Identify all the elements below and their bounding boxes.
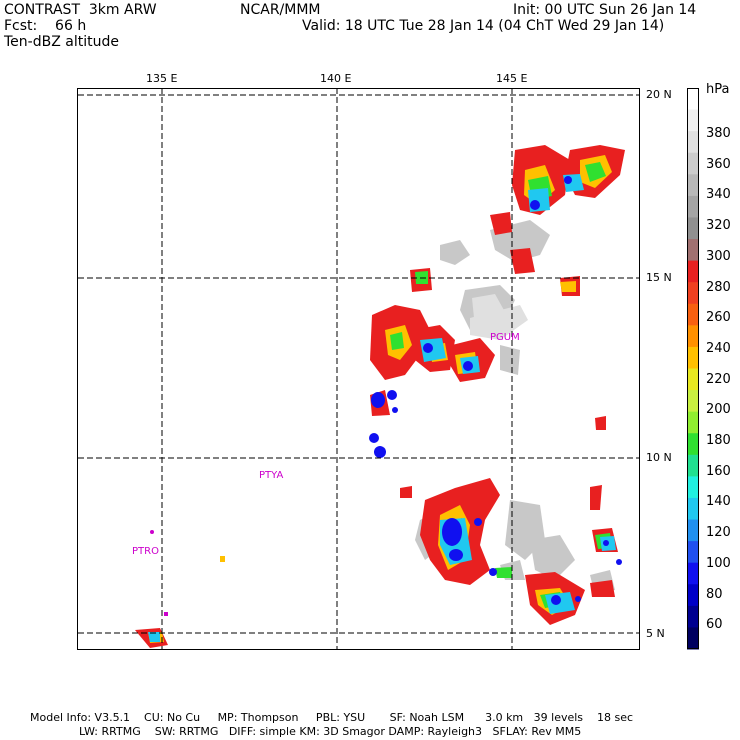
legend-swatch: [687, 519, 699, 542]
header-institution: NCAR/MMM: [240, 2, 321, 18]
legend-tick-label: 340: [706, 187, 731, 203]
header-forecast-hour: Fcst: 66 h: [4, 18, 87, 34]
header-init-time: Init: 00 UTC Sun 26 Jan 14: [513, 2, 697, 18]
lon-label-140: 140 E: [320, 72, 352, 85]
legend-swatch: [687, 584, 699, 607]
lat-label-5: 5 N: [646, 627, 665, 640]
legend-tick-label: 120: [706, 525, 731, 541]
legend-tick-label: 200: [706, 402, 731, 418]
lat-label-15: 15 N: [646, 271, 672, 284]
lat-label-10: 10 N: [646, 451, 672, 464]
legend-swatch: [687, 260, 699, 283]
legend-swatch: [687, 497, 699, 521]
legend-tick-label: 180: [706, 433, 731, 448]
legend-swatch: [687, 541, 699, 564]
legend-unit: hPa: [706, 82, 730, 97]
legend-tick-label: 300: [706, 248, 731, 264]
legend-colorbar: [687, 88, 699, 650]
station-label-ptya: PTYA: [259, 470, 284, 481]
legend-swatch: [687, 174, 699, 197]
legend-tick-label: 360: [706, 156, 731, 172]
legend-swatch: [687, 282, 699, 305]
legend-swatch: [687, 325, 699, 348]
legend-swatch: [687, 131, 699, 154]
legend-swatch: [687, 454, 699, 477]
legend-tick-label: 60: [706, 617, 723, 633]
legend-tick-label: 80: [706, 586, 723, 602]
header-model-name: CONTRAST 3km ARW: [4, 2, 157, 18]
legend-tick-label: 160: [706, 463, 731, 479]
legend-tick-label: 220: [706, 371, 731, 387]
legend-swatch: [687, 88, 699, 111]
lon-label-135: 135 E: [146, 72, 178, 85]
station-label-ptro: PTRO: [132, 546, 159, 557]
echo-field: [135, 145, 625, 648]
legend-tick-label: 140: [706, 494, 731, 510]
lon-label-145: 145 E: [496, 72, 528, 85]
legend-swatch: [687, 239, 699, 262]
legend-tick-label: 320: [706, 218, 731, 234]
legend-tick-label: 260: [706, 310, 731, 326]
footer-physics-info: LW: RRTMG SW: RRTMG DIFF: simple KM: 3D …: [30, 725, 582, 738]
header-field-name: Ten-dBZ altitude: [4, 34, 119, 50]
legend-tick-label: 280: [706, 279, 731, 295]
legend-swatch: [687, 605, 699, 628]
lat-label-20: 20 N: [646, 88, 672, 101]
legend-swatch: [687, 627, 699, 650]
legend-tick-label: 380: [706, 126, 731, 141]
legend-swatch: [687, 217, 699, 240]
legend-swatch: [687, 562, 699, 585]
legend-swatch: [687, 368, 699, 391]
legend-swatch: [687, 433, 699, 456]
legend-swatch: [687, 411, 699, 434]
legend-swatch: [687, 476, 699, 499]
grid-lines: [78, 88, 639, 650]
legend-swatch: [687, 346, 699, 369]
legend-tick-label: 100: [706, 555, 731, 571]
legend-tick-label: 240: [706, 340, 731, 356]
legend-swatch: [687, 195, 699, 218]
legend-swatch: [687, 109, 699, 132]
station-markers: [150, 530, 168, 616]
legend-swatch: [687, 390, 699, 413]
footer-model-info: Model Info: V3.5.1 CU: No Cu MP: Thompso…: [30, 711, 634, 724]
legend-swatch: [687, 152, 699, 175]
map-frame: [77, 88, 640, 650]
legend-swatch: [687, 303, 699, 326]
legend-frame: [687, 88, 699, 649]
header-valid-time: Valid: 18 UTC Tue 28 Jan 14 (04 ChT Wed …: [302, 18, 665, 34]
station-label-pgum: PGUM: [490, 332, 520, 343]
